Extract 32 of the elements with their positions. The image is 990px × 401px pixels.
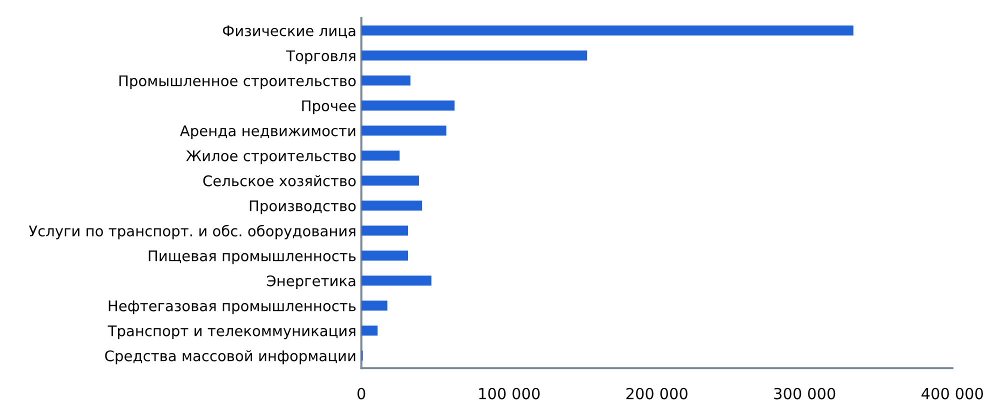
y-tick-label: Торговля (286, 50, 356, 64)
bar (361, 76, 410, 86)
bar (361, 150, 400, 161)
bar (361, 226, 408, 236)
y-tick-label: Промышленное строительство (119, 75, 356, 90)
y-tick-label: Жилое строительство (186, 150, 356, 164)
y-tick-label: Услуги по транспорт. и обс. оборудования (28, 224, 356, 240)
y-tick-label: Производство (250, 200, 356, 214)
x-tick-label: 400 000 (922, 388, 983, 400)
y-tick-label: Энергетика (266, 275, 356, 290)
y-tick-label: Сельское хозяйство (203, 175, 356, 186)
y-tick-label: Аренда недвижимости (180, 125, 356, 140)
x-tick-label: 200 000 (626, 388, 688, 400)
y-tick-label: Физические лица (222, 25, 356, 38)
bar (361, 50, 588, 61)
x-tick-label: 0 (357, 388, 366, 400)
bar (361, 126, 446, 136)
bar (361, 300, 388, 311)
bar (361, 200, 422, 211)
y-tick-label: Прочее (302, 100, 356, 114)
x-tick-label: 300 000 (774, 388, 836, 400)
bar (361, 176, 419, 186)
x-tick-label: 100 000 (479, 388, 540, 400)
bar (361, 276, 432, 286)
y-tick-label: Пищевая промышленность (148, 250, 356, 264)
bar (361, 250, 408, 261)
y-tick-label: Нефтегазовая промышленность (108, 300, 356, 314)
bar (361, 326, 378, 336)
bar (361, 26, 854, 36)
y-tick-label: Средства массовой информации (105, 350, 356, 364)
y-tick-label: Транспорт и телекоммуникация (108, 326, 356, 340)
bar (361, 100, 455, 111)
